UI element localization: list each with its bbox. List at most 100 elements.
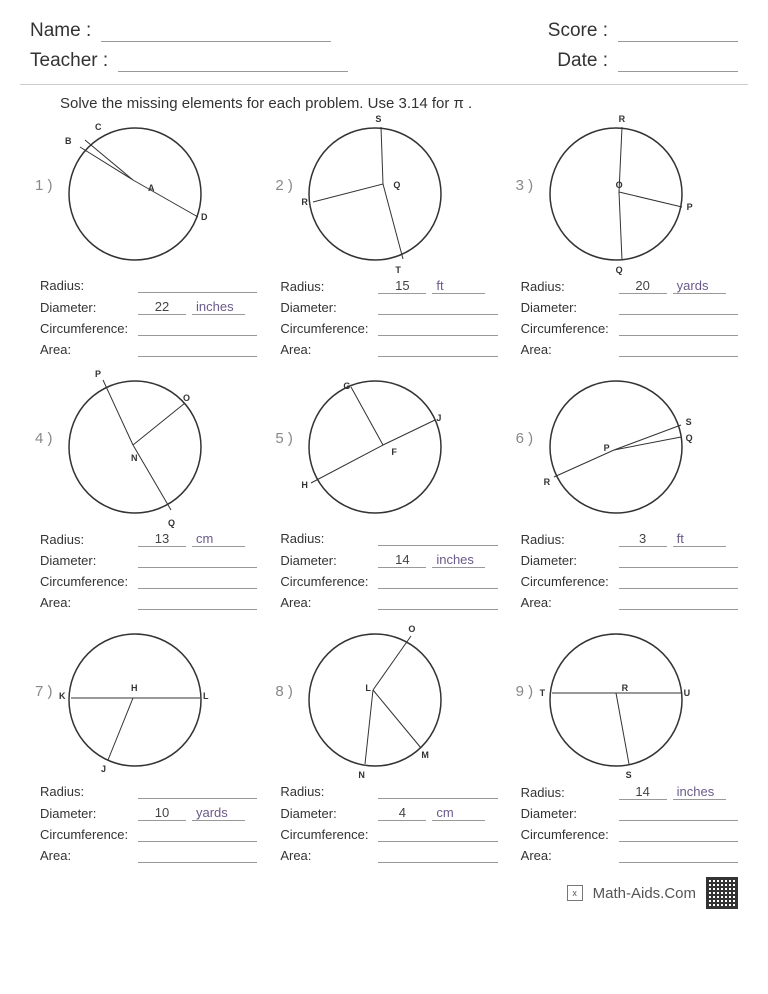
area-blank[interactable]	[619, 595, 738, 610]
circumference-blank[interactable]	[619, 827, 738, 842]
area-row: Area:	[40, 342, 257, 357]
radius-label: Radius:	[280, 279, 372, 294]
point-label: H	[301, 480, 308, 490]
circumference-blank[interactable]	[378, 574, 497, 589]
circumference-blank[interactable]	[619, 321, 738, 336]
area-blank[interactable]	[138, 848, 257, 863]
radius-label: Radius:	[40, 532, 132, 547]
area-row: Area:	[521, 595, 738, 610]
problem: 5 ) GJFH Radius: Diameter: 14 inches Cir…	[275, 375, 497, 616]
circumference-label: Circumference:	[521, 321, 613, 336]
point-label: A	[148, 183, 155, 193]
diameter-unit: cm	[432, 805, 485, 821]
area-blank[interactable]	[619, 342, 738, 357]
area-label: Area:	[280, 595, 372, 610]
circumference-blank[interactable]	[138, 574, 257, 589]
point-label: Q	[393, 180, 400, 190]
point-label: N	[358, 770, 365, 780]
point-label: S	[375, 114, 381, 124]
point-label: R	[301, 197, 308, 207]
teacher-field: Teacher :	[30, 50, 348, 72]
problem-number: 3 )	[516, 177, 534, 194]
problem: 6 ) SQPR Radius: 3 ft Diameter: Circumfe…	[516, 375, 738, 616]
diameter-blank[interactable]	[619, 300, 738, 315]
header-row-2: Teacher : Date :	[30, 50, 738, 72]
circumference-blank[interactable]	[138, 827, 257, 842]
radius-row: Radius:	[280, 531, 497, 546]
diameter-label: Diameter:	[280, 806, 372, 821]
diameter-blank[interactable]	[619, 553, 738, 568]
circumference-blank[interactable]	[378, 827, 497, 842]
diameter-unit: inches	[432, 552, 485, 568]
area-blank[interactable]	[378, 848, 497, 863]
circle-diagram: TRUS	[544, 628, 694, 778]
radius-row: Radius: 3 ft	[521, 531, 738, 547]
radius-row: Radius: 14 inches	[521, 784, 738, 800]
teacher-label: Teacher :	[30, 50, 108, 72]
radius-blank[interactable]	[138, 278, 257, 293]
divider	[20, 84, 748, 85]
circumference-row: Circumference:	[280, 574, 497, 589]
fields: Radius: Diameter: 4 cm Circumference: Ar…	[280, 784, 497, 863]
area-blank[interactable]	[138, 342, 257, 357]
teacher-blank[interactable]	[118, 51, 348, 72]
problem-number: 4 )	[35, 430, 53, 447]
qr-icon	[706, 877, 738, 909]
circumference-label: Circumference:	[40, 574, 132, 589]
point-label: F	[391, 447, 397, 457]
point-label: B	[65, 136, 72, 146]
circle-diagram: OLMN	[303, 628, 453, 778]
radius-label: Radius:	[521, 532, 613, 547]
radius-row: Radius: 20 yards	[521, 278, 738, 294]
area-label: Area:	[280, 342, 372, 357]
diameter-value: 22	[138, 299, 186, 315]
circumference-blank[interactable]	[378, 321, 497, 336]
diameter-blank[interactable]	[378, 300, 497, 315]
problem-number: 9 )	[516, 683, 534, 700]
diameter-blank[interactable]	[619, 806, 738, 821]
name-blank[interactable]	[101, 21, 331, 42]
diameter-row: Diameter:	[40, 553, 257, 568]
header-row-1: Name : Score :	[30, 20, 738, 42]
diameter-row: Diameter:	[521, 300, 738, 315]
date-blank[interactable]	[618, 51, 738, 72]
radius-label: Radius:	[280, 531, 372, 546]
score-blank[interactable]	[618, 21, 738, 42]
point-label: Q	[686, 433, 693, 443]
point-label: M	[421, 750, 429, 760]
circle-diagram: CBAD	[63, 122, 213, 272]
point-label: P	[687, 202, 693, 212]
problems-grid: 1 ) CBAD Radius: Diameter: 22 inches Cir…	[35, 122, 738, 869]
circle-diagram: KHLJ	[63, 628, 213, 778]
circumference-blank[interactable]	[619, 574, 738, 589]
area-blank[interactable]	[378, 342, 497, 357]
diameter-blank[interactable]	[138, 553, 257, 568]
radius-label: Radius:	[280, 784, 372, 799]
area-blank[interactable]	[378, 595, 497, 610]
footer: x Math-Aids.Com	[30, 877, 738, 909]
name-field: Name :	[30, 20, 331, 42]
circumference-blank[interactable]	[138, 321, 257, 336]
diameter-value: 4	[378, 805, 426, 821]
fields: Radius: Diameter: 14 inches Circumferenc…	[280, 531, 497, 610]
circle-diagram: ROPQ	[544, 122, 694, 272]
area-row: Area:	[280, 848, 497, 863]
radius-blank[interactable]	[378, 784, 497, 799]
radius-blank[interactable]	[138, 784, 257, 799]
fields: Radius: 13 cm Diameter: Circumference: A…	[40, 531, 257, 610]
problem: 1 ) CBAD Radius: Diameter: 22 inches Cir…	[35, 122, 257, 363]
diameter-unit: yards	[192, 805, 245, 821]
diameter-row: Diameter: 22 inches	[40, 299, 257, 315]
radius-unit: yards	[673, 278, 726, 294]
circumference-label: Circumference:	[40, 827, 132, 842]
area-blank[interactable]	[138, 595, 257, 610]
circumference-label: Circumference:	[521, 827, 613, 842]
circumference-label: Circumference:	[280, 574, 372, 589]
area-blank[interactable]	[619, 848, 738, 863]
area-label: Area:	[40, 595, 132, 610]
score-label: Score :	[548, 20, 608, 42]
radius-blank[interactable]	[378, 531, 497, 546]
point-label: P	[95, 369, 101, 379]
problem: 3 ) ROPQ Radius: 20 yards Diameter: Circ…	[516, 122, 738, 363]
name-label: Name :	[30, 20, 91, 42]
